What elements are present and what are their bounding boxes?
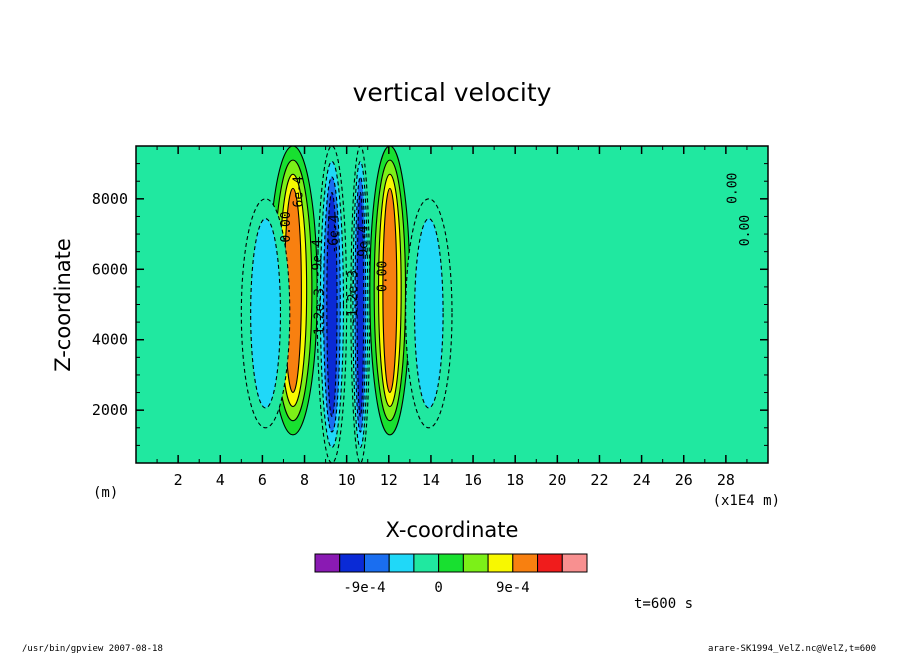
contour-label: 0.00 (376, 261, 391, 292)
y-tick-label: 8000 (92, 190, 128, 208)
x-unit-left: (m) (93, 485, 118, 501)
colorbar-cell (339, 553, 365, 573)
plot-area: 0.00 6e-4 -9e-4-6e-4 1.2e-3 -1.2e-3 9e-4 0.00 0… (92, 145, 769, 489)
y-tick-label: 2000 (92, 401, 128, 419)
colorbar-cell (512, 553, 539, 573)
plot-frame (135, 145, 769, 464)
contour-band-1-level-4 (326, 191, 338, 418)
contour-band-4-level-2 (250, 218, 282, 409)
contour-label: -6e-4 (327, 214, 342, 253)
contour-band-5-level-2 (414, 218, 444, 409)
contour-band-2-level-4 (356, 191, 365, 418)
y-axis-label: Z-coordinate (51, 238, 75, 372)
x-tick-label: 6 (258, 471, 267, 489)
chart-title: vertical velocity (353, 78, 552, 107)
contour-label: -1.2e-3 (346, 270, 361, 325)
colorbar: -9e-4 0 9e-4 (314, 553, 588, 596)
x-tick-label: 26 (675, 471, 693, 489)
colorbar-cell (487, 553, 514, 573)
colorbar-cell (314, 553, 341, 573)
x-tick-label: 22 (590, 471, 608, 489)
colorbar-tick-label: -9e-4 (343, 580, 385, 596)
contour-label: 1.2e-3 (312, 288, 327, 335)
x-tick-label: 2 (174, 471, 183, 489)
x-tick-label: 24 (633, 471, 651, 489)
y-tick-label: 6000 (92, 260, 128, 278)
x-tick-label: 4 (216, 471, 225, 489)
contour-label: -9e-4 (310, 239, 325, 278)
time-label: t=600 s (634, 596, 693, 612)
x-unit-right: (x1E4 m) (713, 493, 780, 509)
colorbar-cell (413, 553, 440, 573)
x-tick-label: 12 (380, 471, 398, 489)
contour-label: 9e-4 (357, 225, 372, 256)
x-tick-label: 10 (338, 471, 356, 489)
x-tick-label: 18 (506, 471, 524, 489)
colorbar-cell (388, 553, 415, 573)
x-axis-label: X-coordinate (386, 518, 519, 542)
contour-band-3-level-4 (382, 187, 398, 393)
x-tick-label: 20 (548, 471, 566, 489)
x-tick-label: 14 (422, 471, 440, 489)
colorbar-cell (438, 553, 464, 573)
footer-source: arare-SK1994_VelZ.nc@VelZ,t=600 (708, 644, 876, 654)
contour-label: 0.00 (279, 211, 294, 242)
footer-program: /usr/bin/gpview 2007-08-18 (22, 644, 163, 654)
y-tick-label: 4000 (92, 331, 128, 349)
contour-label: 6e-4 (291, 176, 306, 207)
colorbar-cell (537, 553, 563, 573)
colorbar-cell (462, 553, 489, 573)
x-tick-label: 16 (464, 471, 482, 489)
x-tick-label: 8 (300, 471, 309, 489)
colorbar-cell (561, 553, 588, 573)
x-tick-label: 28 (717, 471, 735, 489)
contour-label: 0.00 (738, 215, 753, 246)
colorbar-tick-label: 0 (434, 580, 442, 596)
colorbar-cell (363, 553, 390, 573)
colorbar-tick-label: 9e-4 (496, 580, 530, 596)
contour-label: 0.00 (725, 173, 740, 204)
